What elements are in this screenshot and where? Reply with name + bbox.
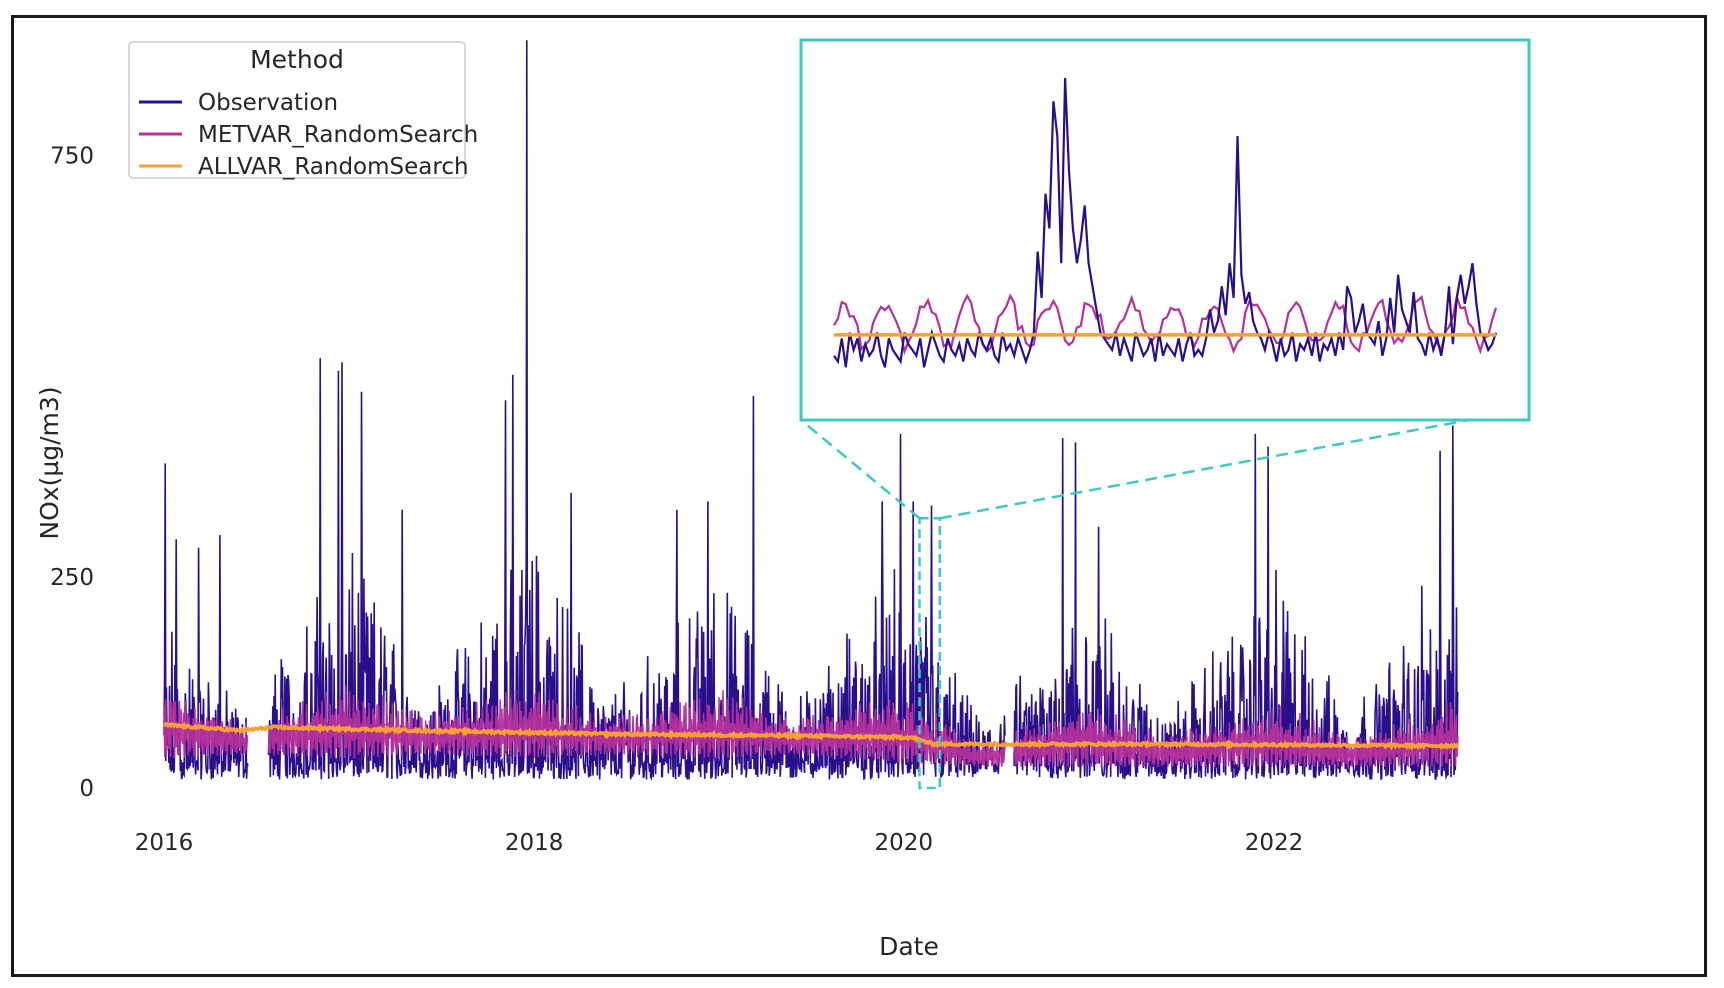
legend: Method Observation METVAR_RandomSearch ALL… — [128, 41, 478, 180]
x-axis-title: Date — [879, 932, 939, 961]
zoom-connector-left — [800, 419, 921, 520]
y-axis-title: NOx(µg/m3) — [35, 386, 64, 539]
y-tick-label: 250 — [50, 565, 94, 591]
zoom-region-marker — [918, 516, 942, 790]
x-tick-label: 2020 — [875, 830, 934, 856]
zoom-region-box — [918, 516, 942, 790]
inset-series-observation — [833, 78, 1498, 368]
legend-entry-label: ALLVAR_RandomSearch — [198, 154, 469, 180]
x-tick-label: 2018 — [505, 830, 564, 856]
x-axis-ticks: 2016 2018 2020 2022 — [135, 830, 1304, 856]
legend-title: Method — [250, 45, 344, 74]
x-tick-label: 2016 — [135, 830, 194, 856]
y-tick-label: 0 — [79, 776, 94, 802]
legend-entry-label: METVAR_RandomSearch — [198, 122, 478, 148]
series-line-allvar — [163, 721, 1459, 751]
legend-entry-label: Observation — [198, 90, 338, 116]
inset-frame — [799, 38, 1531, 422]
inset-zoom-panel — [799, 38, 1531, 520]
y-tick-label: 750 — [50, 144, 94, 170]
legend-box — [128, 41, 466, 179]
y-axis-ticks: 0 250 750 — [50, 144, 94, 802]
nox-time-series-chart: 0 250 750 2016 2018 2020 2022 Date NOx(µg/m3)… — [35, 38, 1531, 961]
zoom-connector-right — [939, 418, 1470, 520]
inset-series-metvar — [833, 292, 1498, 356]
plot-area — [163, 40, 1459, 781]
x-tick-label: 2022 — [1245, 830, 1304, 856]
figure-frame: 0 250 750 2016 2018 2020 2022 Date NOx(µg/m3)… — [11, 15, 1707, 977]
legend-entries: Observation METVAR_RandomSearch ALLVAR_Ran… — [139, 90, 478, 180]
